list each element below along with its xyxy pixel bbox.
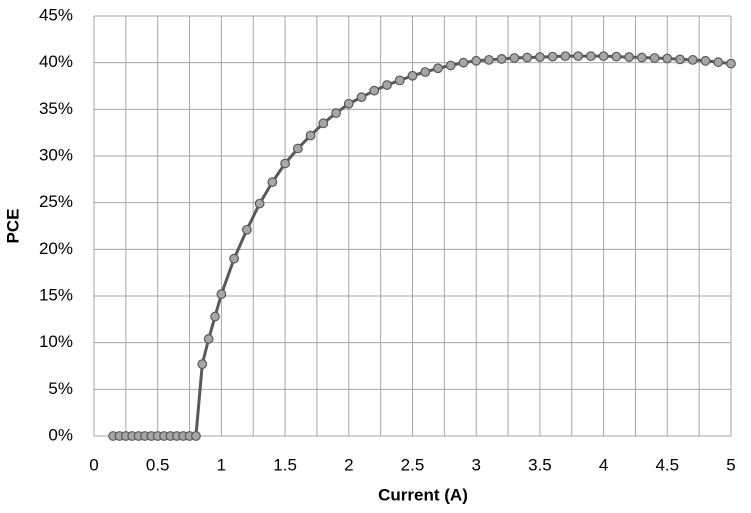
x-tick-label: 1.5 — [273, 455, 297, 474]
x-tick-label: 4 — [599, 455, 608, 474]
y-tick-label: 25% — [39, 192, 73, 211]
data-point — [560, 51, 571, 62]
series-line — [113, 54, 732, 438]
data-point — [292, 143, 303, 154]
data-point — [197, 359, 208, 370]
data-point — [280, 158, 291, 169]
data-point — [700, 55, 711, 66]
data-point — [445, 60, 456, 71]
data-point — [331, 108, 341, 118]
x-tick-label: 4.5 — [655, 455, 679, 474]
data-point — [484, 54, 494, 65]
data-point — [713, 57, 724, 68]
data-point — [254, 198, 265, 209]
data-point — [624, 52, 634, 62]
x-tick-label: 2.5 — [401, 455, 425, 474]
data-point — [509, 53, 520, 63]
data-point — [726, 58, 736, 69]
data-point — [407, 70, 418, 81]
x-tick-label: 0 — [89, 455, 98, 474]
data-point — [547, 51, 558, 62]
data-point — [598, 51, 609, 62]
data-point — [369, 85, 380, 96]
x-tick-label: 5 — [726, 455, 735, 474]
data-point — [585, 51, 596, 62]
y-tick-label: 5% — [48, 379, 73, 398]
data-point — [356, 92, 367, 103]
y-tick-label: 0% — [48, 425, 73, 444]
data-point — [433, 63, 443, 74]
y-axis-title: PCE — [3, 209, 22, 244]
data-point — [318, 118, 329, 129]
data-point — [636, 52, 647, 63]
data-point — [522, 52, 533, 63]
data-point — [267, 177, 278, 188]
x-tick-label: 3 — [471, 455, 480, 474]
data-point — [191, 431, 201, 441]
data-point — [420, 67, 431, 77]
data-point — [210, 311, 220, 322]
data-point — [649, 53, 660, 63]
x-axis-title: Current (A) — [378, 485, 468, 504]
data-point — [687, 54, 698, 65]
data-point — [535, 52, 545, 62]
data-point — [675, 54, 685, 65]
data-point — [662, 53, 673, 64]
data-point — [305, 130, 316, 141]
y-tick-label: 15% — [39, 285, 73, 304]
data-point — [611, 51, 622, 62]
y-tick-label: 35% — [39, 99, 73, 118]
x-tick-label: 2 — [344, 455, 353, 474]
y-tick-label: 40% — [39, 52, 73, 71]
data-point — [496, 54, 507, 64]
x-tick-label: 3.5 — [528, 455, 552, 474]
x-tick-label: 1 — [217, 455, 226, 474]
data-point — [471, 55, 482, 66]
data-point — [229, 253, 240, 264]
y-tick-label: 30% — [39, 145, 73, 164]
data-point — [203, 334, 214, 344]
data-point — [241, 224, 252, 235]
y-tick-label: 10% — [39, 332, 73, 351]
data-point — [382, 80, 392, 90]
data-point — [458, 57, 469, 68]
data-point — [394, 75, 405, 86]
data-point — [343, 98, 354, 109]
data-point — [216, 289, 227, 300]
data-point — [573, 51, 584, 62]
x-tick-label: 0.5 — [146, 455, 170, 474]
y-tick-label: 45% — [39, 5, 73, 24]
y-tick-label: 20% — [39, 239, 73, 258]
